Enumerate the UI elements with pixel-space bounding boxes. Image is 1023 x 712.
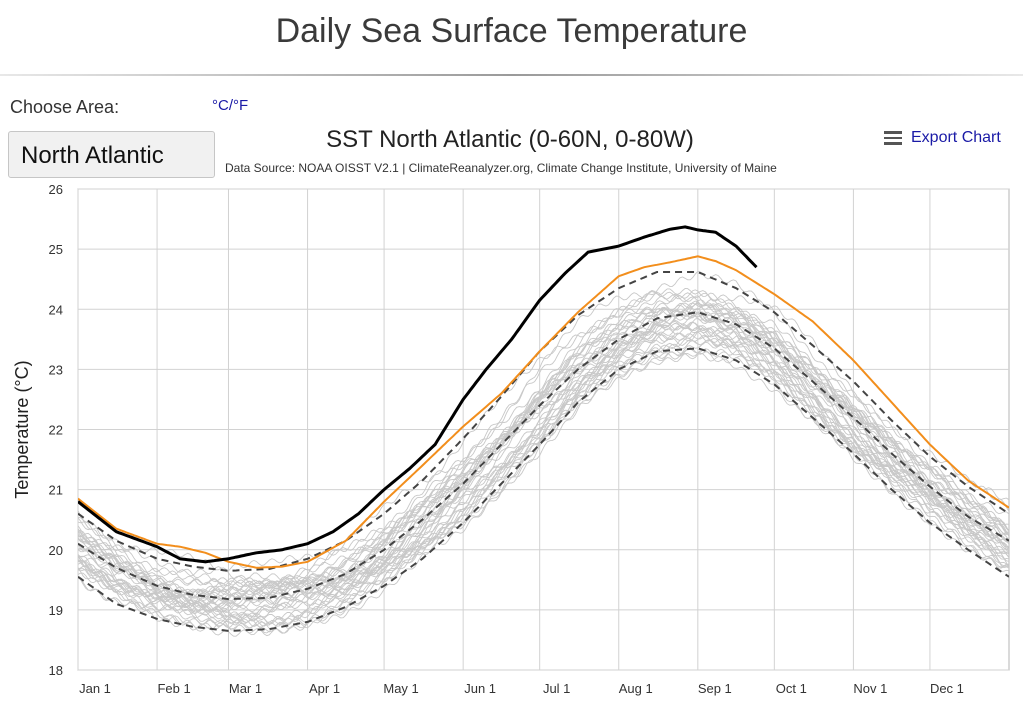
series-line-2022 <box>78 255 1009 569</box>
x-tick-label: Nov 1 <box>853 681 887 696</box>
history-line <box>78 270 1009 577</box>
history-line <box>78 348 1009 625</box>
y-tick-label: 21 <box>49 483 63 498</box>
history-line <box>78 299 1009 602</box>
history-line <box>78 304 1009 614</box>
x-tick-label: Apr 1 <box>309 681 340 696</box>
x-tick-label: Sep 1 <box>698 681 732 696</box>
history-line <box>78 291 1009 601</box>
history-line <box>78 290 1009 590</box>
unit-toggle-link[interactable]: °C/°F <box>212 97 249 114</box>
series-line-2023 <box>78 225 758 564</box>
y-tick-label: 24 <box>49 302 63 317</box>
history-line <box>78 322 1009 609</box>
history-line <box>78 311 1009 605</box>
history-lines <box>78 270 1009 637</box>
history-line <box>78 288 1009 589</box>
page-title: Daily Sea Surface Temperature <box>275 12 748 50</box>
history-line <box>78 320 1009 613</box>
export-chart-button[interactable]: Export Chart <box>884 129 1001 147</box>
history-line <box>78 316 1009 609</box>
chart-title: SST North Atlantic (0-60N, 0-80W) <box>326 126 694 153</box>
history-line <box>78 307 1009 599</box>
series-line--2- <box>78 347 1009 632</box>
history-line <box>78 346 1009 630</box>
history-line <box>78 302 1009 613</box>
x-tick-label: Oct 1 <box>776 681 807 696</box>
history-line <box>78 332 1009 628</box>
series-line-mean <box>78 311 1009 601</box>
x-tick-label: May 1 <box>383 681 418 696</box>
history-line <box>78 333 1009 637</box>
y-tick-label: 26 <box>49 182 63 197</box>
y-axis-label: Temperature (°C) <box>12 360 32 498</box>
export-chart-label: Export Chart <box>911 129 1001 146</box>
area-label: Choose Area: <box>10 97 120 117</box>
x-tick-label: Jul 1 <box>543 681 570 696</box>
history-line <box>78 315 1009 607</box>
history-line <box>78 331 1009 621</box>
history-line <box>78 348 1009 637</box>
history-line <box>78 303 1009 610</box>
y-tick-label: 18 <box>49 663 63 678</box>
y-tick-label: 23 <box>49 362 63 377</box>
x-tick-label: Jun 1 <box>464 681 496 696</box>
history-line <box>78 308 1009 590</box>
history-line <box>78 302 1009 599</box>
x-tick-label: Dec 1 <box>930 681 964 696</box>
y-tick-label: 20 <box>49 543 63 558</box>
x-tick-label: Mar 1 <box>229 681 262 696</box>
chart-source: Data Source: NOAA OISST V2.1 | ClimateRe… <box>225 161 777 175</box>
x-tick-label: Jan 1 <box>79 681 111 696</box>
title-divider <box>0 74 1023 76</box>
history-line <box>78 339 1009 627</box>
y-tick-label: 25 <box>49 242 63 257</box>
y-tick-label: 19 <box>49 603 63 618</box>
history-line <box>78 335 1009 631</box>
history-line <box>78 299 1009 603</box>
y-tick-label: 22 <box>49 423 63 438</box>
x-tick-label: Feb 1 <box>157 681 190 696</box>
x-tick-label: Aug 1 <box>619 681 653 696</box>
area-select[interactable]: North Atlantic <box>8 131 215 178</box>
menu-icon <box>884 131 902 145</box>
